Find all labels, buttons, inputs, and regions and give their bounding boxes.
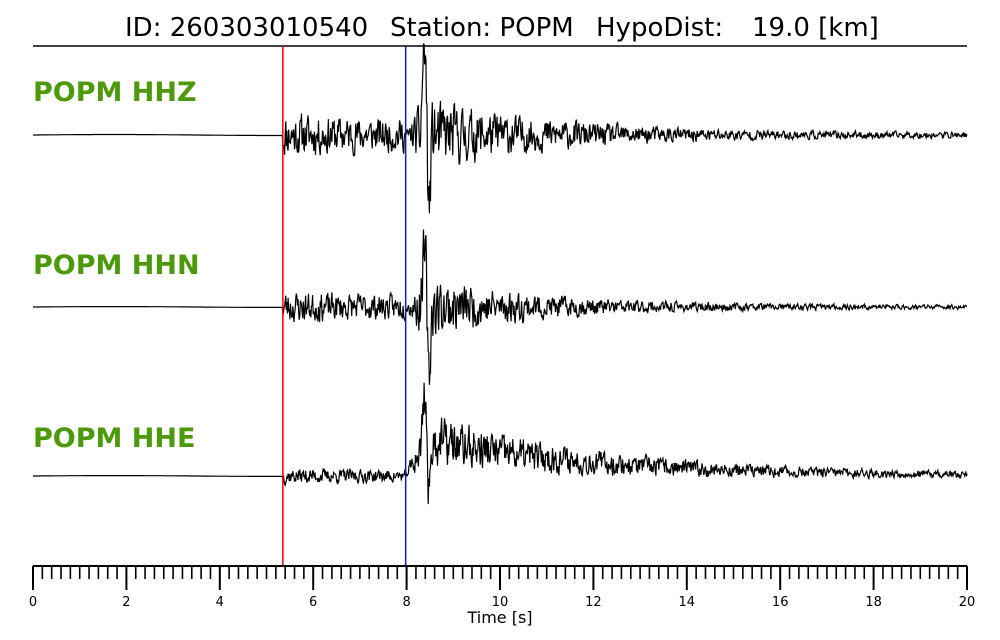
trace-popm-hhz — [33, 43, 968, 214]
trace-popm-hhn — [33, 229, 968, 385]
x-tick-label: 8 — [402, 595, 410, 610]
channel-label-hhn: POPM HHN — [33, 250, 200, 281]
event-id-label: ID: 260303010540 — [125, 13, 368, 43]
hypo-dist-value: 19.0 [km] — [752, 13, 879, 43]
pick-lines — [282, 46, 407, 566]
x-tick-label: 0 — [29, 595, 37, 610]
station-label: Station: POPM — [390, 13, 574, 43]
x-tick-label: 14 — [679, 595, 696, 610]
x-tick-label: 12 — [585, 595, 602, 610]
channel-label-hhz: POPM HHZ — [33, 77, 197, 108]
trace-group — [33, 43, 968, 505]
x-tick-label: 4 — [216, 595, 224, 610]
x-tick-label: 20 — [959, 595, 976, 610]
trace-popm-hhe — [33, 382, 968, 505]
channel-label-hhe: POPM HHE — [33, 423, 195, 454]
hypo-dist-label: HypoDist: — [596, 13, 723, 43]
time-axis: 0 2 4 6 8 10 12 14 16 18 20 — [29, 565, 976, 610]
x-tick-label: 6 — [309, 595, 317, 610]
x-tick-label: 16 — [772, 595, 789, 610]
x-tick-label: 2 — [122, 595, 130, 610]
x-tick-label: 18 — [865, 595, 882, 610]
x-axis-label: Time [s] — [466, 608, 532, 627]
x-tick-label: 10 — [492, 595, 509, 610]
